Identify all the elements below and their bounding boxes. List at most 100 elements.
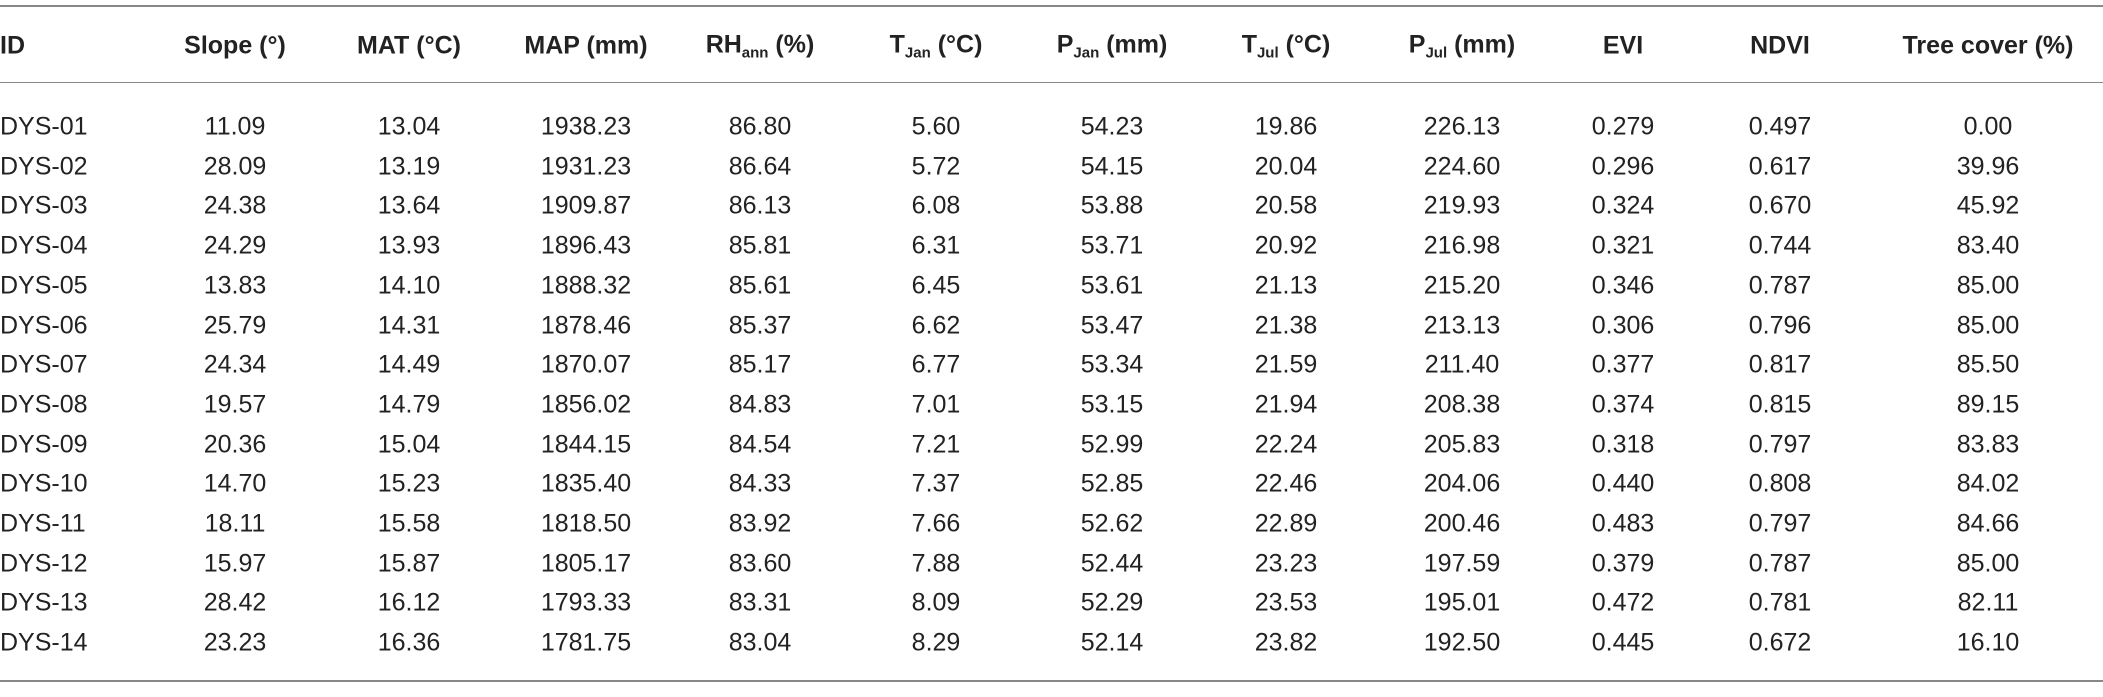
table-cell: 0.440 <box>1591 469 1655 498</box>
row-id: DYS-13 <box>0 588 88 617</box>
column-header: Tree cover (%) <box>1902 31 2074 60</box>
table-cell: 0.617 <box>1748 152 1812 181</box>
table-cell: 24.34 <box>203 350 267 379</box>
table-cell: 45.92 <box>1956 191 2020 220</box>
table-cell: 83.83 <box>1956 430 2020 459</box>
table-cell: 8.29 <box>911 628 961 657</box>
table-cell: 21.94 <box>1254 390 1318 419</box>
column-header: TJan (°C) <box>890 31 983 62</box>
row-id: DYS-06 <box>0 311 88 339</box>
table-cell: 0.321 <box>1591 231 1655 260</box>
table-cell: 53.15 <box>1080 390 1144 419</box>
table-cell: 20.04 <box>1254 152 1318 181</box>
table-cell: 1896.43 <box>540 231 632 260</box>
table-cell: 1818.50 <box>540 509 632 538</box>
header-main: T <box>1241 30 1257 59</box>
table-cell: 52.85 <box>1080 469 1144 498</box>
table-cell: 13.64 <box>377 191 441 220</box>
table-cell: 14.10 <box>377 271 441 300</box>
table-cell: 84.66 <box>1956 509 2020 538</box>
header-rest: (°C) <box>1278 30 1331 59</box>
table-cell: 1844.15 <box>540 430 632 459</box>
table-cell: 204.06 <box>1423 469 1501 498</box>
header-rest: (mm) <box>1447 30 1516 59</box>
row-id: DYS-10 <box>0 469 88 498</box>
column-header: Slope (°) <box>184 31 286 60</box>
column-header: RHann (%) <box>706 31 815 62</box>
table-cell: 7.66 <box>911 509 961 538</box>
table-cell: 11.09 <box>204 112 266 141</box>
table-cell: 1909.87 <box>540 191 632 220</box>
table-cell: 211.40 <box>1424 350 1500 379</box>
table-cell: 85.17 <box>728 350 792 379</box>
table-cell: 1870.07 <box>540 350 632 379</box>
table-cell: 39.96 <box>1956 152 2020 181</box>
table-cell: 8.09 <box>911 588 961 617</box>
table-cell: 0.00 <box>1963 112 2013 141</box>
table-cell: 213.13 <box>1423 311 1501 339</box>
row-id: DYS-03 <box>0 191 88 220</box>
table-cell: 24.29 <box>203 231 267 260</box>
table-cell: 1938.23 <box>540 112 632 141</box>
table-cell: 53.88 <box>1080 191 1144 220</box>
table-cell: 1793.33 <box>540 588 632 617</box>
row-id: DYS-14 <box>0 628 88 657</box>
column-header: EVI <box>1602 31 1644 60</box>
table-cell: 13.83 <box>203 271 267 300</box>
table-cell: 84.02 <box>1956 469 2020 498</box>
table-cell: 21.38 <box>1254 311 1318 339</box>
table-cell: 0.744 <box>1748 231 1812 260</box>
table-cell: 52.44 <box>1080 549 1144 578</box>
table-cell: 219.93 <box>1423 191 1501 220</box>
table-cell: 0.787 <box>1748 549 1812 578</box>
table-cell: 16.12 <box>377 588 441 617</box>
table-cell: 19.57 <box>203 390 267 419</box>
column-header: NDVI <box>1750 31 1810 60</box>
table-cell: 5.72 <box>911 152 961 181</box>
table-cell: 21.59 <box>1254 350 1318 379</box>
table-cell: 200.46 <box>1423 509 1501 538</box>
bottom-rule <box>0 680 2103 682</box>
table-cell: 83.92 <box>728 509 792 538</box>
table-cell: 0.324 <box>1591 191 1655 220</box>
table-cell: 197.59 <box>1423 549 1501 578</box>
table-cell: 52.62 <box>1080 509 1144 538</box>
table-cell: 1805.17 <box>540 549 632 578</box>
table-cell: 6.62 <box>911 311 961 339</box>
table-cell: 83.04 <box>728 628 792 657</box>
column-header: PJan (mm) <box>1057 31 1168 62</box>
table-cell: 53.71 <box>1080 231 1144 260</box>
table-cell: 1888.32 <box>540 271 632 300</box>
table-cell: 85.61 <box>728 271 792 300</box>
table-cell: 14.70 <box>203 469 267 498</box>
table-cell: 192.50 <box>1423 628 1501 657</box>
header-main: P <box>1408 30 1426 59</box>
table-cell: 0.296 <box>1591 152 1655 181</box>
table-cell: 216.98 <box>1423 231 1501 260</box>
table-cell: 89.15 <box>1956 390 2020 419</box>
table-cell: 83.31 <box>728 588 792 617</box>
table-cell: 6.45 <box>911 271 961 300</box>
table-cell: 84.54 <box>728 430 792 459</box>
column-header: ID <box>0 31 25 60</box>
table-cell: 23.23 <box>203 628 267 657</box>
row-id: DYS-09 <box>0 430 88 459</box>
table-cell: 0.781 <box>1748 588 1812 617</box>
table-cell: 7.01 <box>911 390 961 419</box>
column-header: TJul (°C) <box>1242 31 1331 62</box>
table-cell: 85.00 <box>1956 271 2020 300</box>
table-cell: 85.37 <box>728 311 792 339</box>
table-cell: 1781.75 <box>540 628 632 657</box>
table-cell: 22.89 <box>1254 509 1318 538</box>
table-cell: 0.346 <box>1591 271 1655 300</box>
table-cell: 0.797 <box>1748 430 1812 459</box>
table-cell: 86.64 <box>728 152 792 181</box>
top-rule <box>0 5 2103 7</box>
table-cell: 18.11 <box>204 509 266 538</box>
column-header: PJul (mm) <box>1409 31 1515 62</box>
table-cell: 15.97 <box>203 549 267 578</box>
table-cell: 82.11 <box>1957 588 2019 617</box>
table-cell: 5.60 <box>911 112 961 141</box>
table-cell: 6.31 <box>911 231 961 260</box>
